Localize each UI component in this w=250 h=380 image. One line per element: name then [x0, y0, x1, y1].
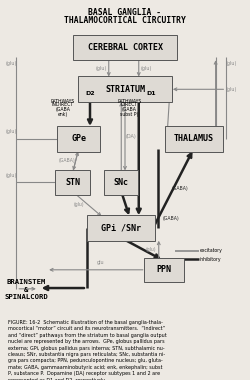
Text: BASAL GANGLIA -: BASAL GANGLIA - [88, 8, 162, 17]
Text: enk): enk) [58, 112, 68, 117]
FancyBboxPatch shape [165, 126, 223, 152]
FancyBboxPatch shape [144, 258, 184, 282]
Text: THALAMOCORTICAL CIRCUITRY: THALAMOCORTICAL CIRCUITRY [64, 16, 186, 25]
Text: (glu): (glu) [6, 60, 18, 66]
FancyBboxPatch shape [78, 76, 172, 102]
Text: BRAINSTEM
&
SPINALCORD: BRAINSTEM & SPINALCORD [4, 279, 48, 300]
Text: CEREBRAL CORTEX: CEREBRAL CORTEX [88, 43, 162, 52]
Text: INDIRECT: INDIRECT [52, 102, 74, 108]
Text: FIGURE: 16-2  Schematic illustration of the basal ganglia-thala-
mocortical “mot: FIGURE: 16-2 Schematic illustration of t… [8, 320, 166, 380]
Text: D2: D2 [85, 91, 95, 97]
Text: (glu): (glu) [226, 60, 237, 66]
Text: DIRECT: DIRECT [121, 102, 138, 108]
Text: STN: STN [65, 178, 80, 187]
FancyBboxPatch shape [88, 215, 155, 241]
Text: excitatory: excitatory [200, 248, 223, 253]
Text: GPe: GPe [71, 134, 86, 143]
Text: inhibitory: inhibitory [200, 256, 222, 262]
Text: (glu): (glu) [96, 66, 107, 71]
Text: GPi /SNr: GPi /SNr [101, 223, 141, 233]
Text: (glu): (glu) [6, 173, 17, 178]
Text: (glu): (glu) [226, 87, 237, 92]
Text: (GABA): (GABA) [162, 216, 179, 221]
Text: (GABA: (GABA [56, 107, 70, 112]
Text: D1: D1 [146, 91, 156, 97]
FancyBboxPatch shape [55, 170, 90, 195]
Text: THALAMUS: THALAMUS [174, 134, 214, 143]
Text: glu: glu [97, 260, 105, 266]
Text: STRIATUM: STRIATUM [105, 85, 145, 94]
Text: SNc: SNc [114, 178, 129, 187]
Text: PATHWAYS: PATHWAYS [118, 98, 142, 104]
Text: (DA): (DA) [126, 134, 136, 139]
Text: (GABA): (GABA) [172, 186, 188, 191]
Text: (glu): (glu) [74, 202, 84, 207]
Text: (GABA: (GABA [122, 107, 137, 112]
FancyBboxPatch shape [104, 170, 138, 195]
Text: PPN: PPN [156, 265, 171, 274]
FancyBboxPatch shape [57, 126, 100, 152]
FancyBboxPatch shape [73, 35, 177, 60]
Text: PATHWAYS: PATHWAYS [51, 98, 75, 104]
Text: (glu): (glu) [146, 247, 156, 252]
Text: (glu): (glu) [6, 129, 17, 135]
Text: (GABA): (GABA) [58, 158, 76, 163]
Text: (glu): (glu) [140, 66, 152, 71]
Text: subst P): subst P) [120, 112, 139, 117]
